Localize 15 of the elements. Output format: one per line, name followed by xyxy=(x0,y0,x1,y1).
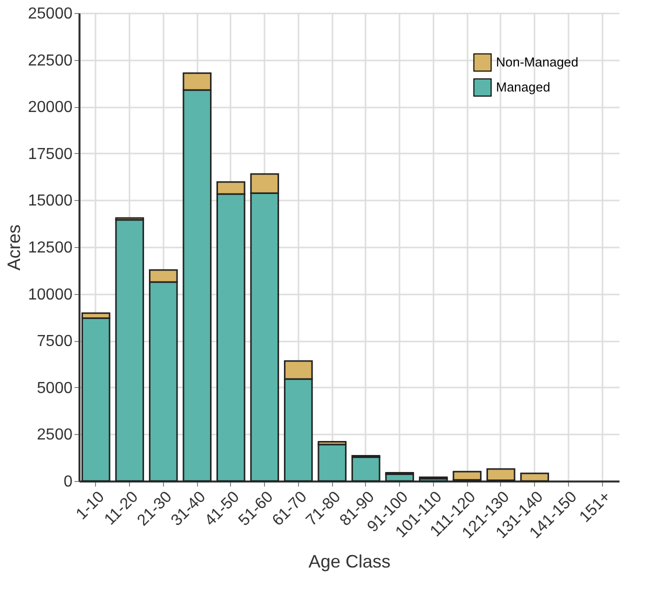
y-tick-label: 7500 xyxy=(36,333,73,350)
y-tick-label: 25000 xyxy=(28,6,73,22)
y-tick-label: 5000 xyxy=(36,380,73,397)
y-tick-label: 22500 xyxy=(28,52,73,70)
y-tick-label: 0 xyxy=(64,474,73,490)
y-tick-label: 2500 xyxy=(36,426,73,444)
y-tick-label: 20000 xyxy=(28,99,73,116)
legend-label: Non-Managed xyxy=(496,54,578,70)
y-tick-label: 12500 xyxy=(28,240,73,256)
y-tick-label: 15000 xyxy=(28,192,73,210)
y-tick-label: 10000 xyxy=(28,286,73,304)
x-axis-title: Age Class xyxy=(308,551,391,572)
y-tick-label: 17500 xyxy=(28,146,73,163)
y-axis-title: Acres xyxy=(4,224,24,271)
legend-label: Managed xyxy=(496,80,550,94)
